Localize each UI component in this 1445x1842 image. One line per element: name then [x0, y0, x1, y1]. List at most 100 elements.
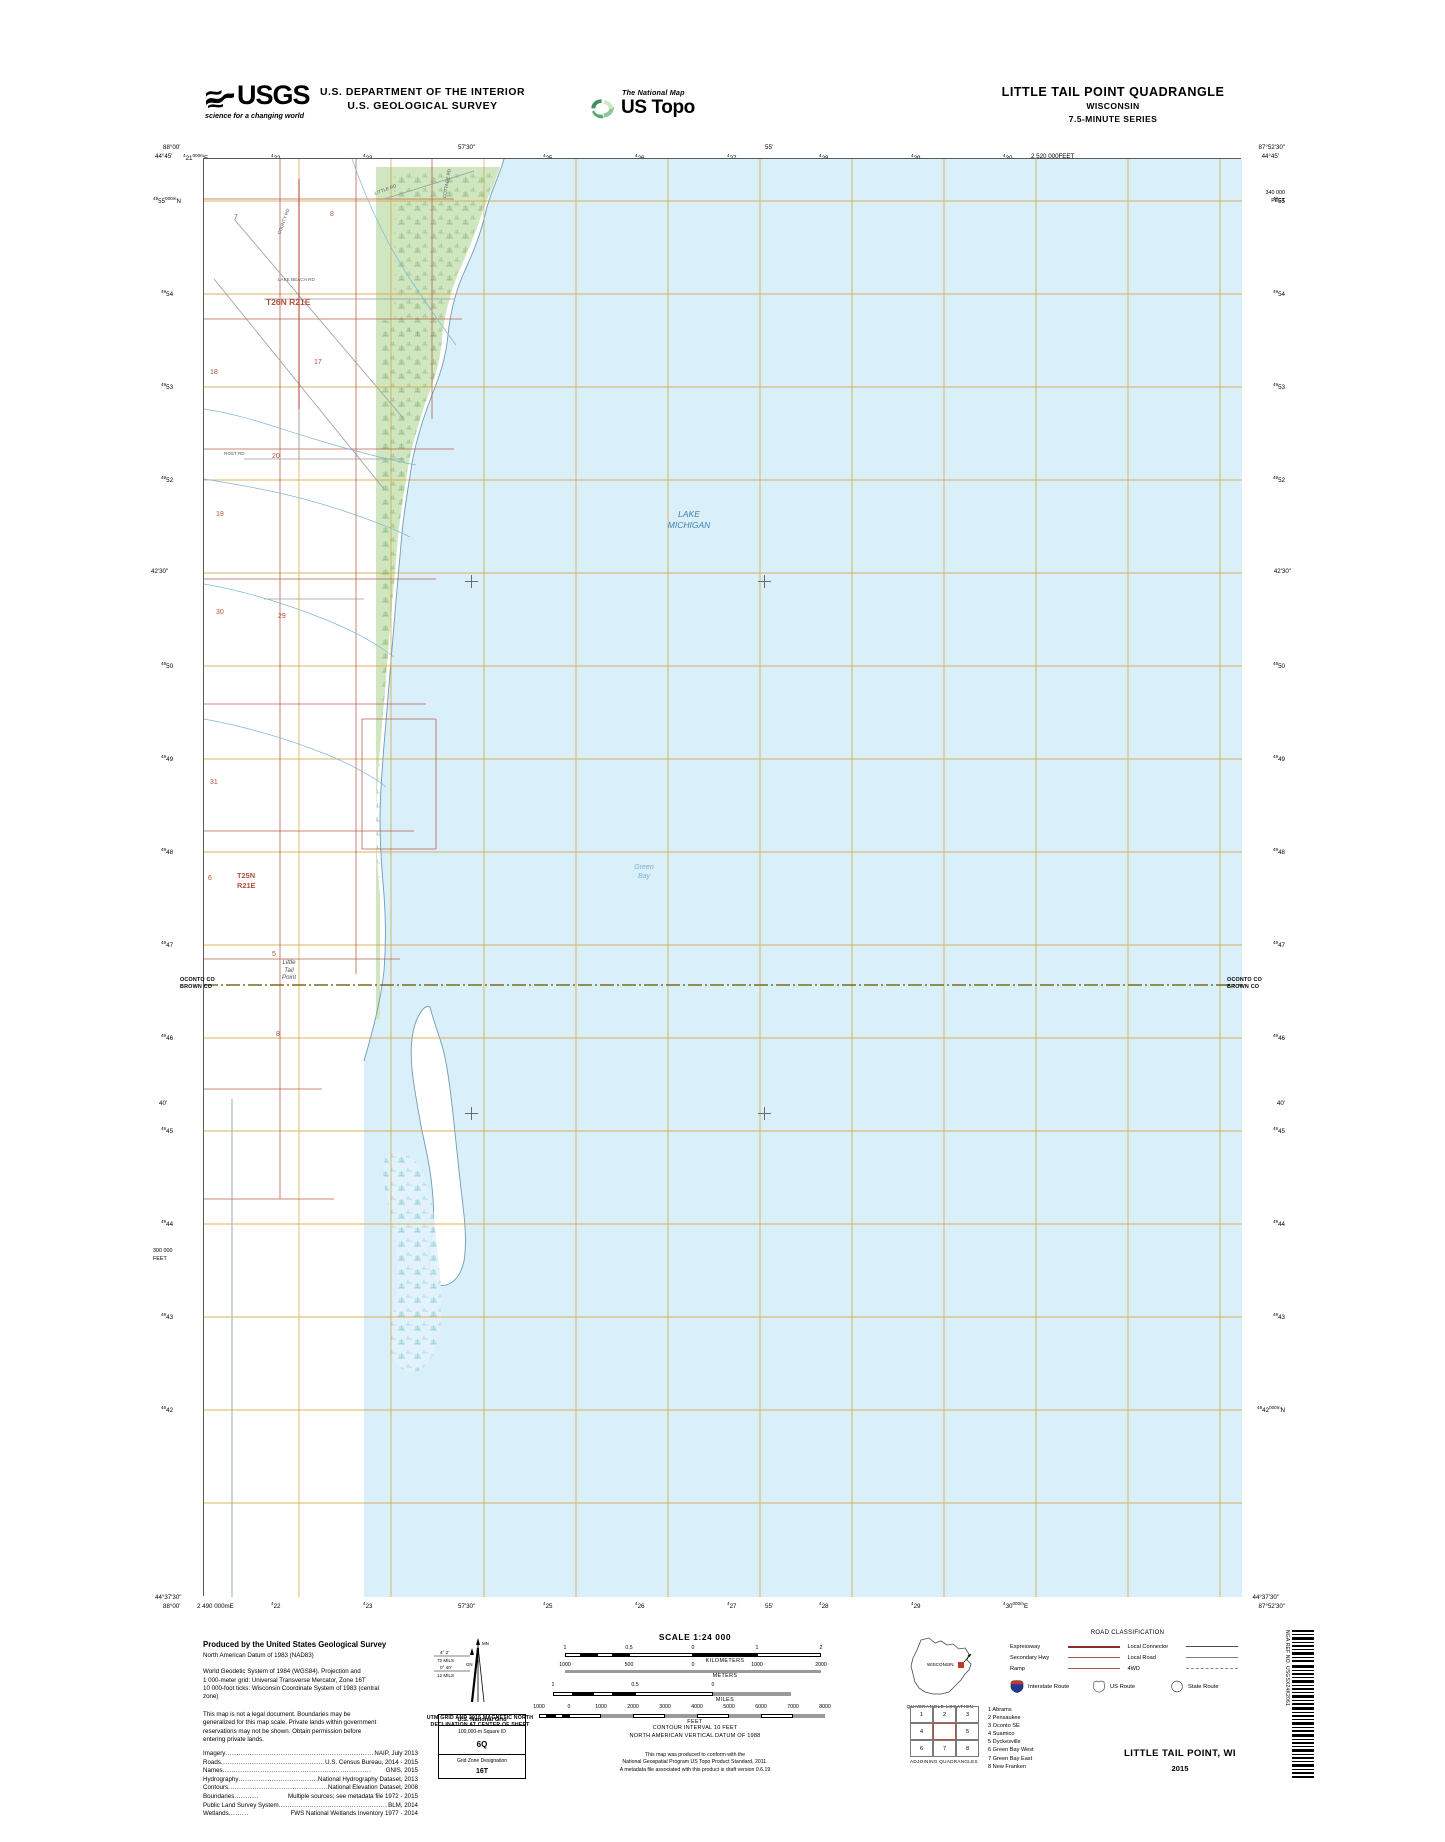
- adj-name-3: 3 Oconto SE: [988, 1723, 1020, 1730]
- green-bay-label: Green Bay: [614, 863, 674, 881]
- source-row: Names...................................…: [203, 1767, 418, 1776]
- collar-left-utm-4943: 4943: [161, 1312, 174, 1322]
- grid-cross-sw: [465, 1107, 478, 1120]
- credits-disclaimer-3: reservations may not be shown. Obtain pe…: [203, 1727, 362, 1735]
- source-dots: ........................................…: [225, 1750, 375, 1758]
- ft-label-4000: 4000: [691, 1704, 703, 1710]
- credits-datum-2: World Geodetic System of 1984 (WGS84). P…: [203, 1668, 361, 1676]
- collar-right-utm-4952: 4952: [1272, 475, 1285, 485]
- ft-label-5000: 5000: [723, 1704, 735, 1710]
- source-label: Public Land Survey System: [203, 1801, 279, 1809]
- source-row: Hydrography.............................…: [203, 1776, 418, 1785]
- source-row: Contours................................…: [203, 1784, 418, 1793]
- map-neatline[interactable]: LAKE MICHIGAN Green Bay Little Tail Poin…: [180, 158, 1262, 1597]
- national-map-leaf-icon: [591, 99, 614, 119]
- ft-label-0: 0: [567, 1704, 571, 1710]
- scalebar-miles: 1 0.5 0 MILES: [545, 1682, 845, 1704]
- collar-bottom-utm-30: 430000mE: [1003, 1600, 1029, 1610]
- adj-cell-7: 7: [933, 1740, 956, 1757]
- department-block: U.S. DEPARTMENT OF THE INTERIOR U.S. GEO…: [270, 86, 575, 114]
- collar-left-utm-4942: 4942: [161, 1405, 174, 1415]
- collar-right-utm-4944: 4944: [1272, 1219, 1285, 1229]
- section-18: 18: [210, 369, 218, 376]
- ft-label-8000: 8000: [819, 1704, 831, 1710]
- section-30: 30: [216, 609, 224, 616]
- collar-bottom-left-lat: 44°37'30": [155, 1594, 182, 1601]
- m-label-0: 0: [691, 1662, 695, 1668]
- source-label: Contours: [203, 1784, 229, 1792]
- legend-row-expressway: Expressway: [1010, 1641, 1128, 1652]
- section-8: 8: [330, 211, 334, 218]
- map-header: USGS science for a changing world U.S. D…: [0, 0, 1445, 125]
- department-line-1: U.S. DEPARTMENT OF THE INTERIOR: [319, 87, 526, 98]
- collar-left-feet-1: 300 000: [153, 1248, 173, 1254]
- section-19: 19: [216, 511, 224, 518]
- ft-label-7000: 7000: [787, 1704, 799, 1710]
- adj-name-1: 1 Abrams: [988, 1707, 1012, 1713]
- credits-disclaimer-4: entering private lands.: [203, 1735, 264, 1743]
- scalebar-meters: 1000 500 0 1000 2000 METERS: [545, 1662, 845, 1684]
- credits-disclaimer-1: This map is not a legal document. Bounda…: [203, 1711, 351, 1719]
- us-topo-wordmark: US Topo: [621, 97, 695, 118]
- m-label-500: 500: [624, 1662, 634, 1668]
- county-left-line2: BROWN CO: [180, 984, 213, 990]
- county-right-line1: OCONTO CO: [1227, 977, 1262, 983]
- usng-title: U.S. National Grid: [439, 1715, 525, 1726]
- collar-left-utm-4950: 4950: [161, 661, 174, 671]
- point-label-line2: Tail: [284, 966, 294, 974]
- scalebar-kilometers: 1 0.5 0 1 2 KILOMETERS: [545, 1645, 845, 1664]
- usgs-wordmark: USGS: [237, 80, 311, 110]
- source-value: National Hydrography Dataset, 2013: [317, 1775, 418, 1783]
- section-31: 31: [210, 779, 218, 786]
- legend-row-interstate-route: Interstate Route: [1010, 1680, 1092, 1693]
- quad-location-marker: [958, 1662, 964, 1668]
- point-label-line3: Point: [281, 974, 297, 981]
- svg-text:★: ★: [475, 1659, 480, 1665]
- bay-label-line1: Green: [634, 864, 654, 871]
- m-unit: METERS: [712, 1673, 738, 1679]
- road-classification-title: ROAD CLASSIFICATION: [1090, 1630, 1165, 1636]
- secondary-hwy-line-swatch: [1068, 1657, 1120, 1658]
- km-label-1b: 1: [755, 1645, 759, 1651]
- source-value: U.S. Census Bureau, 2014 - 2015: [325, 1758, 418, 1766]
- collar-bottom-utm-29: 429: [911, 1600, 921, 1610]
- legend-row-secondary-hwy: Secondary Hwy: [1010, 1652, 1128, 1663]
- source-dots: ........................................…: [222, 1767, 372, 1775]
- adj-cell-3: 3: [956, 1706, 979, 1723]
- point-label-line1: Little: [282, 959, 296, 966]
- source-label: Wetlands: [203, 1810, 229, 1818]
- collar-left-feet-2: FEET: [153, 1256, 167, 1262]
- usgs-logo: USGS science for a changing world: [205, 80, 320, 122]
- svg-text:4° 2': 4° 2': [440, 1650, 449, 1655]
- collar-top-right-lon: 87°52'30": [1258, 144, 1286, 151]
- credits-title: Produced by the United States Geological…: [203, 1640, 387, 1649]
- conformance-line-1: This map was produced to conform with th…: [644, 1752, 746, 1758]
- state-route-shield-icon: [1171, 1680, 1183, 1693]
- collar-left-utm-4948: 4948: [161, 847, 174, 857]
- wisconsin-outline-icon: WISCONSIN: [910, 1637, 972, 1695]
- credits-sources-list: Imagery.................................…: [203, 1750, 418, 1819]
- m-label-1000b: 1000: [751, 1662, 763, 1668]
- source-label: Roads: [203, 1758, 221, 1766]
- collar-top-left-lon: 88°00': [163, 144, 181, 151]
- collar-right-utm-4948: 4948: [1272, 847, 1285, 857]
- local-road-line-swatch: [1185, 1657, 1238, 1658]
- adj-name-7: 7 Green Bay East: [988, 1755, 1033, 1762]
- ft-label-3000: 3000: [659, 1704, 671, 1710]
- km-label-05: 0.5: [625, 1645, 633, 1651]
- grid-cross-se: [758, 1107, 771, 1120]
- scale-block: SCALE 1:24 000 1 0.5 0 1 2 KILOMETERS 10…: [533, 1632, 845, 1725]
- map-panel[interactable]: 88°00' 44°45' 421000mE 422 423 57'30" 42…: [151, 144, 1291, 1610]
- source-value: Multiple sources; see metadata file 1972…: [287, 1793, 418, 1800]
- section-29: 29: [278, 613, 286, 620]
- usng-square-id: 6Q: [476, 1740, 488, 1749]
- collar-bottom-right-lon: 87°52'30": [1258, 1603, 1286, 1610]
- adj-cell-5: 5: [956, 1723, 979, 1740]
- 4wd-line-swatch: [1185, 1668, 1238, 1669]
- collar-right-utm-4953: 4953: [1272, 382, 1285, 392]
- credits-datum-3: 1 000-meter grid: Universal Transverse M…: [203, 1676, 366, 1684]
- declination-caption-1: UTM GRID AND 2015 MAGNETIC NORTH: [426, 1715, 534, 1721]
- km-label-2: 2: [819, 1645, 823, 1651]
- credits-datum-1: North American Datum of 1983 (NAD83): [203, 1652, 314, 1659]
- collar-left-utm-4949: 4949: [161, 754, 174, 764]
